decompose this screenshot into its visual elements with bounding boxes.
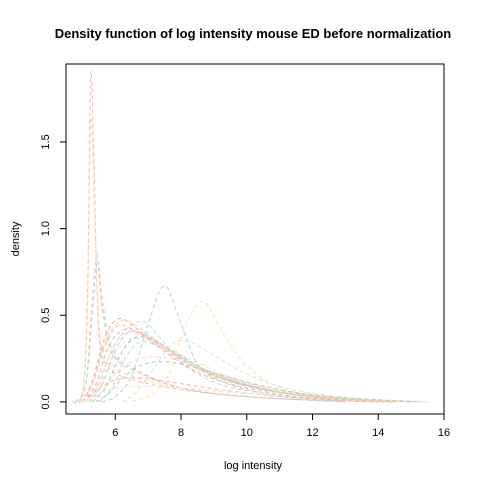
density-curve-1 (73, 71, 379, 403)
y-tick-label: 0.0 (40, 394, 52, 409)
x-tick-label: 14 (372, 427, 384, 439)
y-tick-label: 1.0 (40, 221, 52, 236)
x-tick-label: 12 (306, 427, 318, 439)
density-curve-11 (92, 337, 411, 402)
density-curve-21 (82, 386, 378, 402)
density-curve-17 (79, 325, 395, 402)
chart-title: Density function of log intensity mouse … (55, 26, 452, 41)
x-axis-label: log intensity (224, 460, 283, 472)
plot-frame (66, 64, 444, 414)
density-curve-8 (82, 318, 378, 401)
x-axis: 6 8 10 12 14 16 (112, 414, 450, 439)
x-tick-label: 10 (241, 427, 253, 439)
y-tick-label: 0.5 (40, 308, 52, 323)
y-axis: 0.0 0.5 1.0 1.5 (40, 134, 66, 409)
y-tick-label: 1.5 (40, 134, 52, 149)
density-curve-12 (99, 342, 411, 402)
x-tick-label: 8 (178, 427, 184, 439)
density-curve-18 (89, 357, 411, 402)
density-curve-2 (73, 117, 346, 403)
x-tick-label: 16 (438, 427, 450, 439)
y-axis-label: density (10, 221, 22, 256)
density-curves (73, 71, 431, 403)
x-tick-label: 6 (112, 427, 118, 439)
